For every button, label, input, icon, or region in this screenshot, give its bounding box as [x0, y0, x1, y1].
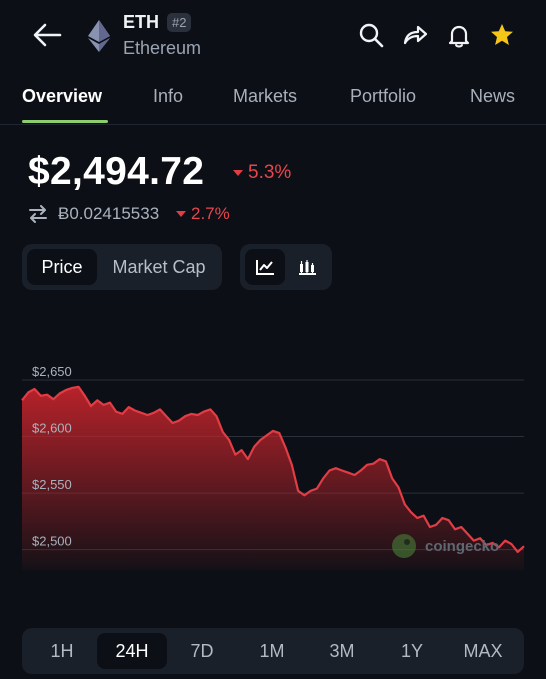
x-tick-label: 15:00 [89, 593, 124, 595]
time-range-selector: 1H 24H 7D 1M 3M 1Y MAX [22, 628, 524, 674]
range-1h[interactable]: 1H [50, 641, 74, 661]
market-cap-toggle[interactable]: Market Cap [112, 257, 206, 277]
search-button[interactable] [358, 22, 384, 48]
chart-type-toggle [240, 244, 332, 290]
range-1m[interactable]: 1M [259, 641, 285, 661]
coin-symbol: ETH [123, 12, 159, 32]
search-icon [359, 23, 384, 48]
range-max[interactable]: MAX [463, 641, 503, 661]
x-tick-label: 18:00 [152, 593, 187, 595]
x-tick-label: 06:00 [404, 593, 439, 595]
bell-icon [448, 25, 470, 48]
tab-info[interactable]: Info [153, 86, 184, 106]
usd-change-percent: 5.3% [248, 162, 292, 183]
back-button[interactable] [30, 20, 64, 50]
tab-portfolio[interactable]: Portfolio [350, 86, 417, 106]
y-tick-label: $2,650 [32, 364, 72, 379]
price-toggle[interactable]: Price [27, 249, 97, 285]
range-7d[interactable]: 7D [190, 641, 214, 661]
price-down-arrow-icon [233, 170, 243, 176]
x-tick-label: 09:00 [467, 593, 502, 595]
y-tick-label: $2,600 [32, 421, 72, 436]
x-tick-label: 31. May [271, 593, 321, 595]
range-24h[interactable]: 24H [97, 633, 167, 669]
y-tick-label: $2,550 [32, 477, 72, 492]
range-1y[interactable]: 1Y [400, 641, 424, 661]
favorite-button[interactable] [489, 22, 515, 48]
y-tick-label: $2,500 [32, 534, 72, 549]
share-icon [403, 25, 428, 45]
coingecko-watermark: coingecko [392, 534, 499, 558]
x-tick-label: 12:00 [27, 593, 62, 595]
share-button[interactable] [402, 22, 428, 48]
price-chart[interactable]: $2,650 $2,600 $2,550 $2,500 coingecko 12:00… [0, 355, 546, 595]
ethereum-logo-icon [88, 20, 110, 52]
tab-overview[interactable]: Overview [22, 86, 103, 106]
btc-down-arrow-icon [176, 211, 186, 217]
usd-price: $2,494.72 [28, 150, 205, 193]
tab-markets[interactable]: Markets [233, 86, 298, 106]
line-chart-icon [256, 260, 274, 275]
price-line [21, 385, 525, 553]
range-3m[interactable]: 3M [329, 641, 355, 661]
tab-news[interactable]: News [470, 86, 516, 106]
candlestick-chart-icon [299, 260, 316, 275]
alerts-button[interactable] [446, 22, 472, 48]
x-tick-label: 21:00 [215, 593, 250, 595]
btc-change-percent: 2.7% [191, 204, 230, 223]
line-chart-button[interactable] [245, 249, 285, 285]
coin-rank-badge: #2 [167, 13, 192, 32]
active-tab-indicator [22, 120, 108, 123]
coin-name: Ethereum [123, 38, 202, 58]
tabs-divider [0, 124, 546, 125]
candlestick-chart-button[interactable] [287, 249, 327, 285]
price-area [22, 386, 524, 570]
star-icon [491, 24, 513, 45]
price-marketcap-toggle: Price Market Cap [22, 244, 222, 290]
watermark-label: coingecko [425, 538, 499, 555]
swap-arrows-icon [28, 205, 48, 223]
back-arrow-icon [33, 23, 62, 47]
btc-price: Ƀ0.02415533 [58, 204, 160, 223]
x-tick-label: 03:00 [341, 593, 376, 595]
